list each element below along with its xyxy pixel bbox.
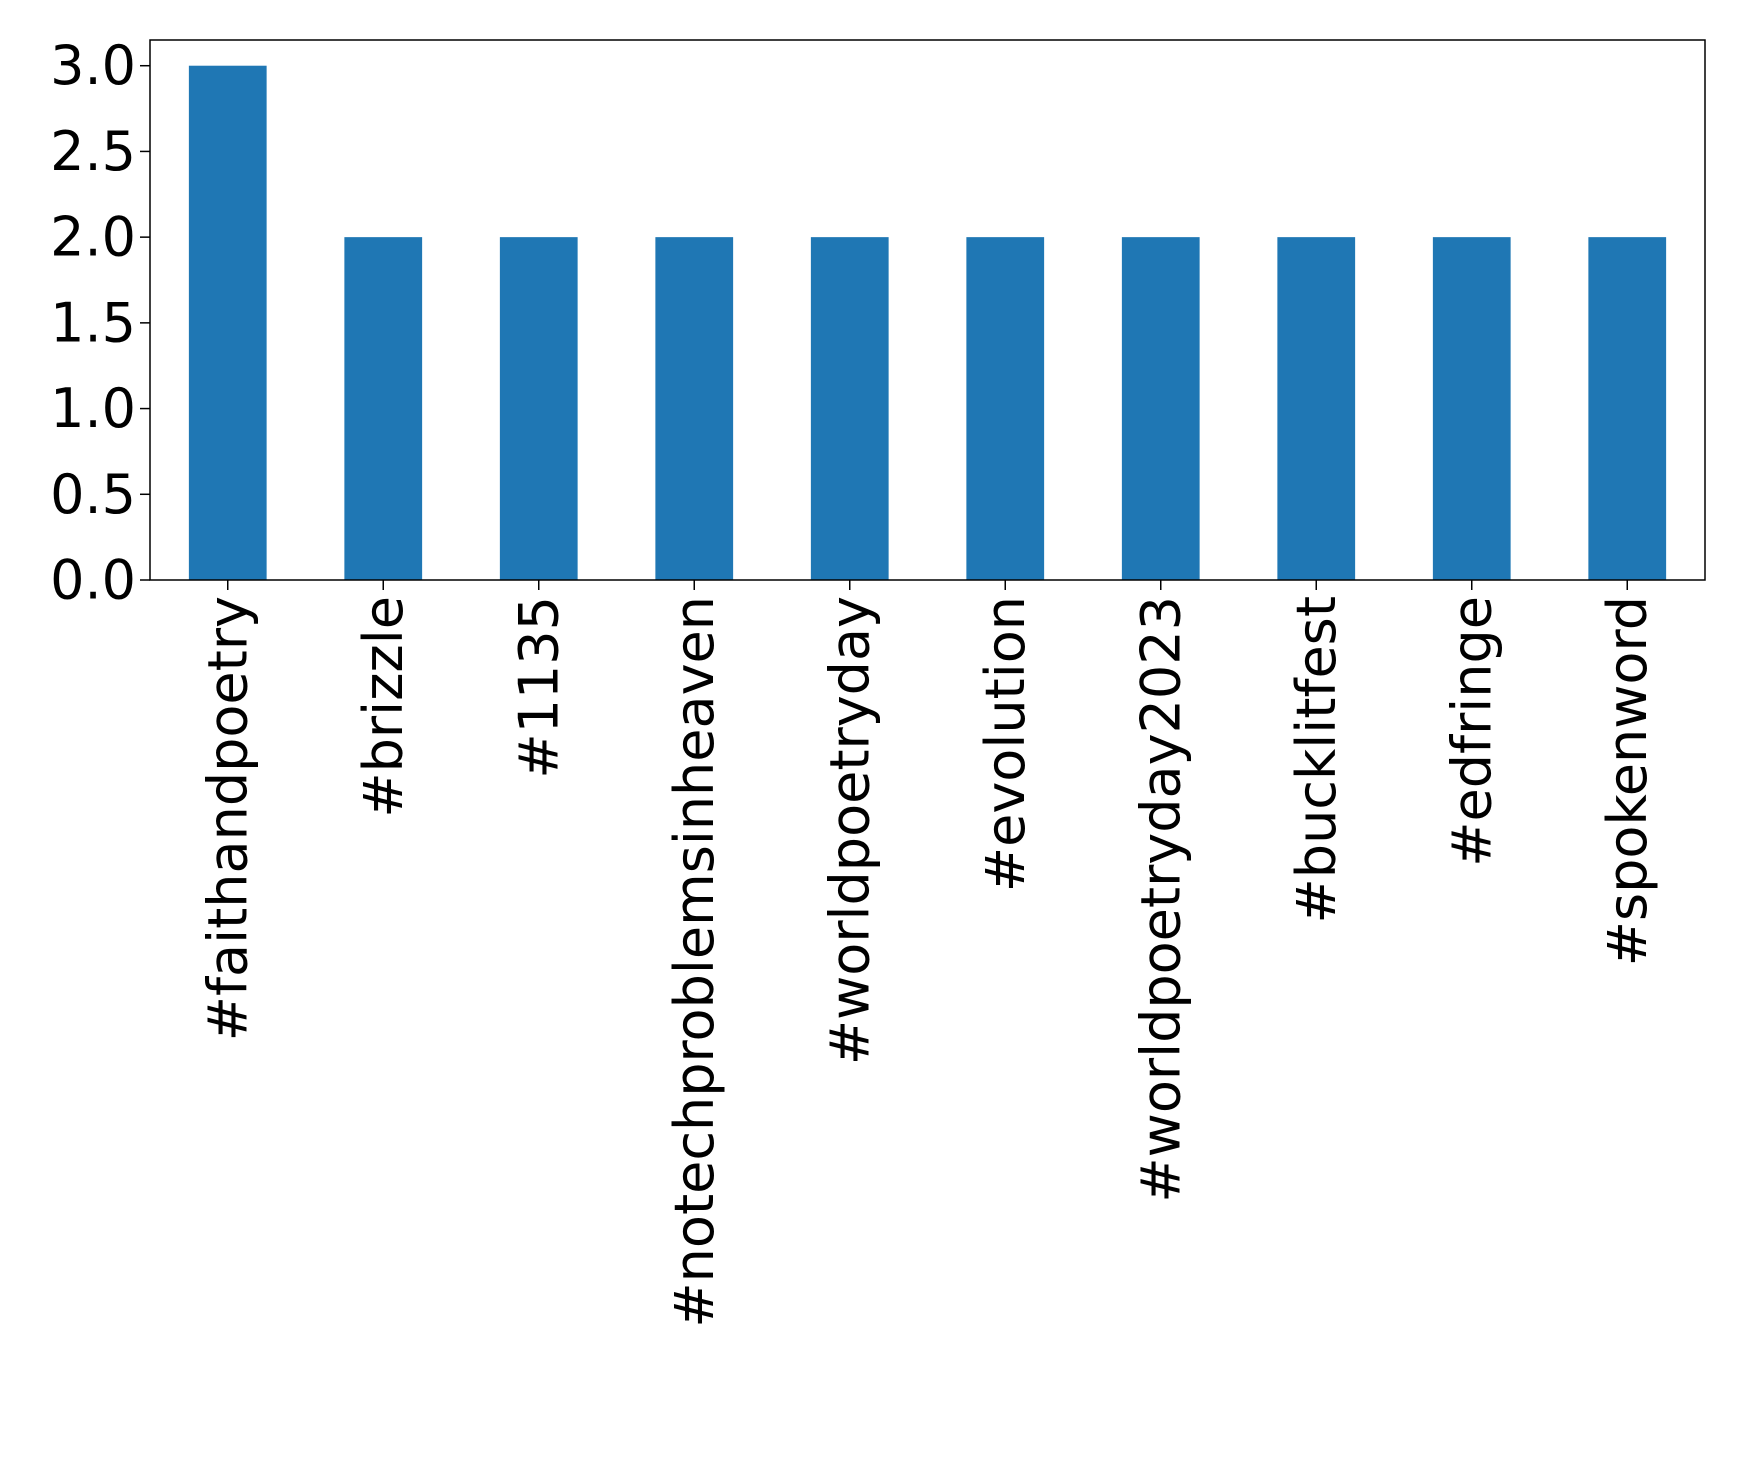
- bar-evolution: [966, 237, 1045, 580]
- bar-edfringe: [1432, 237, 1511, 580]
- x-tick-label: #spokenword: [1596, 596, 1659, 966]
- y-axis: 0.0 0.5 1.0 1.5 2.0 2.5 3.0: [50, 34, 150, 612]
- y-tick-label: 0.0: [50, 549, 136, 612]
- x-tick-label: #faithandpoetry: [196, 596, 259, 1041]
- x-tick-label: #1135: [507, 596, 570, 779]
- y-tick-label: 1.5: [50, 291, 136, 354]
- y-tick-label: 1.0: [50, 377, 136, 440]
- bars-layer: [188, 65, 1667, 580]
- x-tick-label: #worldpoetryday: [818, 596, 881, 1065]
- x-tick-label: #brizzle: [352, 596, 415, 818]
- x-tick-label: #edfringe: [1440, 596, 1503, 867]
- x-tick-label: #evolution: [974, 596, 1037, 892]
- plot-frame: [149, 39, 1706, 581]
- bar-worldpoetryday: [810, 237, 889, 580]
- y-tick-label: 3.0: [50, 34, 136, 97]
- y-tick-label: 2.0: [50, 206, 136, 269]
- x-tick-label: #notechproblemsinheaven: [663, 596, 726, 1328]
- x-tick-label: #worldpoetryday2023: [1129, 596, 1192, 1203]
- x-tick-label: #bucklitfest: [1285, 596, 1348, 923]
- bar-faithandpoetry: [188, 65, 267, 580]
- bar-notechproblemsinheaven: [655, 237, 734, 580]
- bar-1135: [499, 237, 578, 580]
- y-tick-label: 2.5: [50, 120, 136, 183]
- bar-bucklitfest: [1277, 237, 1356, 580]
- bar-brizzle: [344, 237, 423, 580]
- bar-worldpoetryday2023: [1121, 237, 1200, 580]
- y-tick-label: 0.5: [50, 463, 136, 526]
- x-axis: #faithandpoetry #brizzle #1135 #notechprobl…: [196, 580, 1659, 1328]
- bar-spokenword: [1588, 237, 1667, 580]
